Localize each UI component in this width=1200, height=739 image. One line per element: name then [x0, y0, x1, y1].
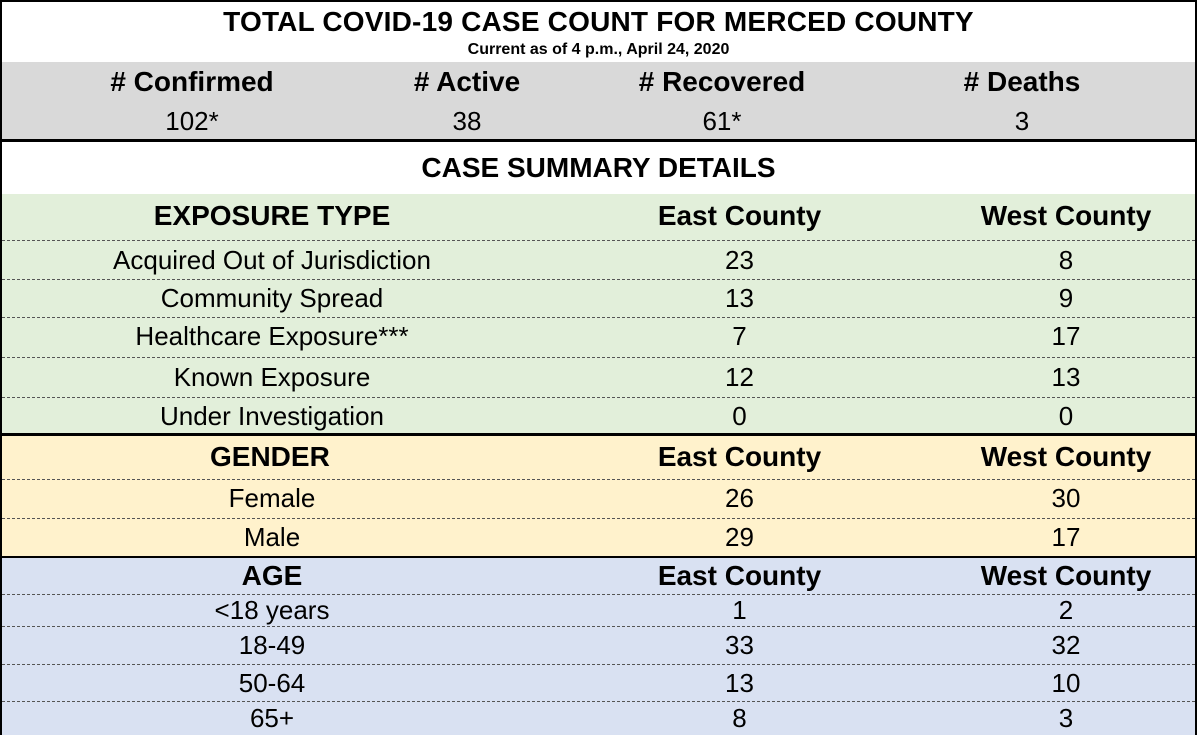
- west-value: 30: [1051, 483, 1081, 513]
- east-value: 0: [732, 401, 747, 431]
- row-label: 18-49: [238, 630, 306, 660]
- table-row: 50-64 13 10: [2, 664, 1195, 702]
- table-header-row: EXPOSURE TYPE East County West County: [2, 194, 1195, 241]
- header-cell: GENDER: [210, 441, 330, 472]
- header-cell: East County: [657, 200, 822, 231]
- west-value: 32: [1051, 630, 1081, 660]
- east-value: 12: [725, 362, 754, 392]
- east-value: 33: [725, 630, 754, 660]
- deaths-count: # Deaths 3: [872, 62, 1172, 139]
- header-cell: AGE: [241, 560, 303, 591]
- row-label: 50-64: [238, 668, 306, 698]
- page-title: TOTAL COVID-19 CASE COUNT FOR MERCED COU…: [223, 6, 974, 37]
- count-label: # Deaths: [963, 66, 1081, 97]
- header-cell: EXPOSURE TYPE: [153, 200, 391, 231]
- page-subtitle: Current as of 4 p.m., April 24, 2020: [467, 41, 730, 58]
- case-counts-band: # Confirmed 102* # Active 38 # Recovered…: [2, 62, 1195, 142]
- row-label: <18 years: [214, 595, 330, 625]
- summary-title: CASE SUMMARY DETAILS: [421, 152, 776, 183]
- table-row: Acquired Out of Jurisdiction 23 8: [2, 240, 1195, 280]
- title-block: TOTAL COVID-19 CASE COUNT FOR MERCED COU…: [2, 2, 1195, 62]
- row-label: Acquired Out of Jurisdiction: [113, 245, 431, 275]
- west-value: 8: [1058, 245, 1074, 275]
- count-value: 38: [452, 106, 482, 136]
- table-header-row: GENDER East County West County: [2, 436, 1195, 480]
- west-value: 2: [1058, 595, 1074, 625]
- row-label: Healthcare Exposure***: [135, 321, 409, 351]
- west-value: 17: [1051, 321, 1081, 351]
- east-value: 13: [725, 283, 754, 313]
- table-row: Under Investigation 0 0: [2, 397, 1195, 433]
- count-label: # Confirmed: [110, 66, 274, 97]
- recovered-count: # Recovered 61*: [572, 62, 872, 139]
- west-value: 3: [1058, 703, 1074, 733]
- row-label: Known Exposure: [173, 362, 371, 392]
- header-cell: West County: [980, 441, 1152, 472]
- row-label: Community Spread: [160, 283, 384, 313]
- east-value: 13: [725, 668, 754, 698]
- east-value: 7: [732, 321, 747, 351]
- table-row: Community Spread 13 9: [2, 279, 1195, 318]
- row-label: Male: [243, 522, 301, 552]
- row-label: 65+: [249, 703, 295, 733]
- table-header-row: AGE East County West County: [2, 558, 1195, 595]
- east-value: 1: [732, 595, 747, 625]
- header-cell: West County: [980, 200, 1152, 231]
- west-value: 10: [1051, 668, 1081, 698]
- table-row: Male 29 17: [2, 518, 1195, 556]
- west-value: 0: [1058, 401, 1074, 431]
- count-value: 102*: [165, 106, 219, 136]
- table-row: 65+ 8 3: [2, 701, 1195, 735]
- west-value: 17: [1051, 522, 1081, 552]
- east-value: 8: [732, 703, 747, 733]
- table-row: 18-49 33 32: [2, 626, 1195, 665]
- count-label: # Active: [413, 66, 521, 97]
- count-value: 61*: [702, 106, 742, 136]
- east-value: 23: [725, 245, 754, 275]
- confirmed-count: # Confirmed 102*: [42, 62, 342, 139]
- east-value: 26: [725, 483, 754, 513]
- age-section: AGE East County West County <18 years 1 …: [2, 556, 1195, 735]
- count-label: # Recovered: [638, 66, 806, 97]
- header-cell: East County: [657, 560, 822, 591]
- active-count: # Active 38: [317, 62, 617, 139]
- case-summary-header: CASE SUMMARY DETAILS: [2, 142, 1195, 194]
- exposure-section: EXPOSURE TYPE East County West County Ac…: [2, 194, 1195, 433]
- row-label: Female: [228, 483, 316, 513]
- east-value: 29: [725, 522, 754, 552]
- count-value: 3: [1014, 106, 1030, 136]
- row-label: Under Investigation: [159, 401, 385, 431]
- table-row: <18 years 1 2: [2, 594, 1195, 627]
- table-row: Female 26 30: [2, 479, 1195, 519]
- header-cell: West County: [980, 560, 1152, 591]
- gender-section: GENDER East County West County Female 26…: [2, 433, 1195, 556]
- table-row: Known Exposure 12 13: [2, 357, 1195, 398]
- west-value: 13: [1051, 362, 1081, 392]
- table-row: Healthcare Exposure*** 7 17: [2, 317, 1195, 358]
- west-value: 9: [1058, 283, 1074, 313]
- header-cell: East County: [657, 441, 822, 472]
